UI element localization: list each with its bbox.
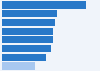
Bar [2, 45, 51, 52]
Bar [2, 36, 53, 43]
Bar [2, 54, 46, 61]
Bar [2, 19, 55, 26]
Bar [2, 10, 57, 17]
Bar [2, 62, 35, 70]
Bar [2, 28, 53, 35]
Bar [2, 1, 86, 9]
